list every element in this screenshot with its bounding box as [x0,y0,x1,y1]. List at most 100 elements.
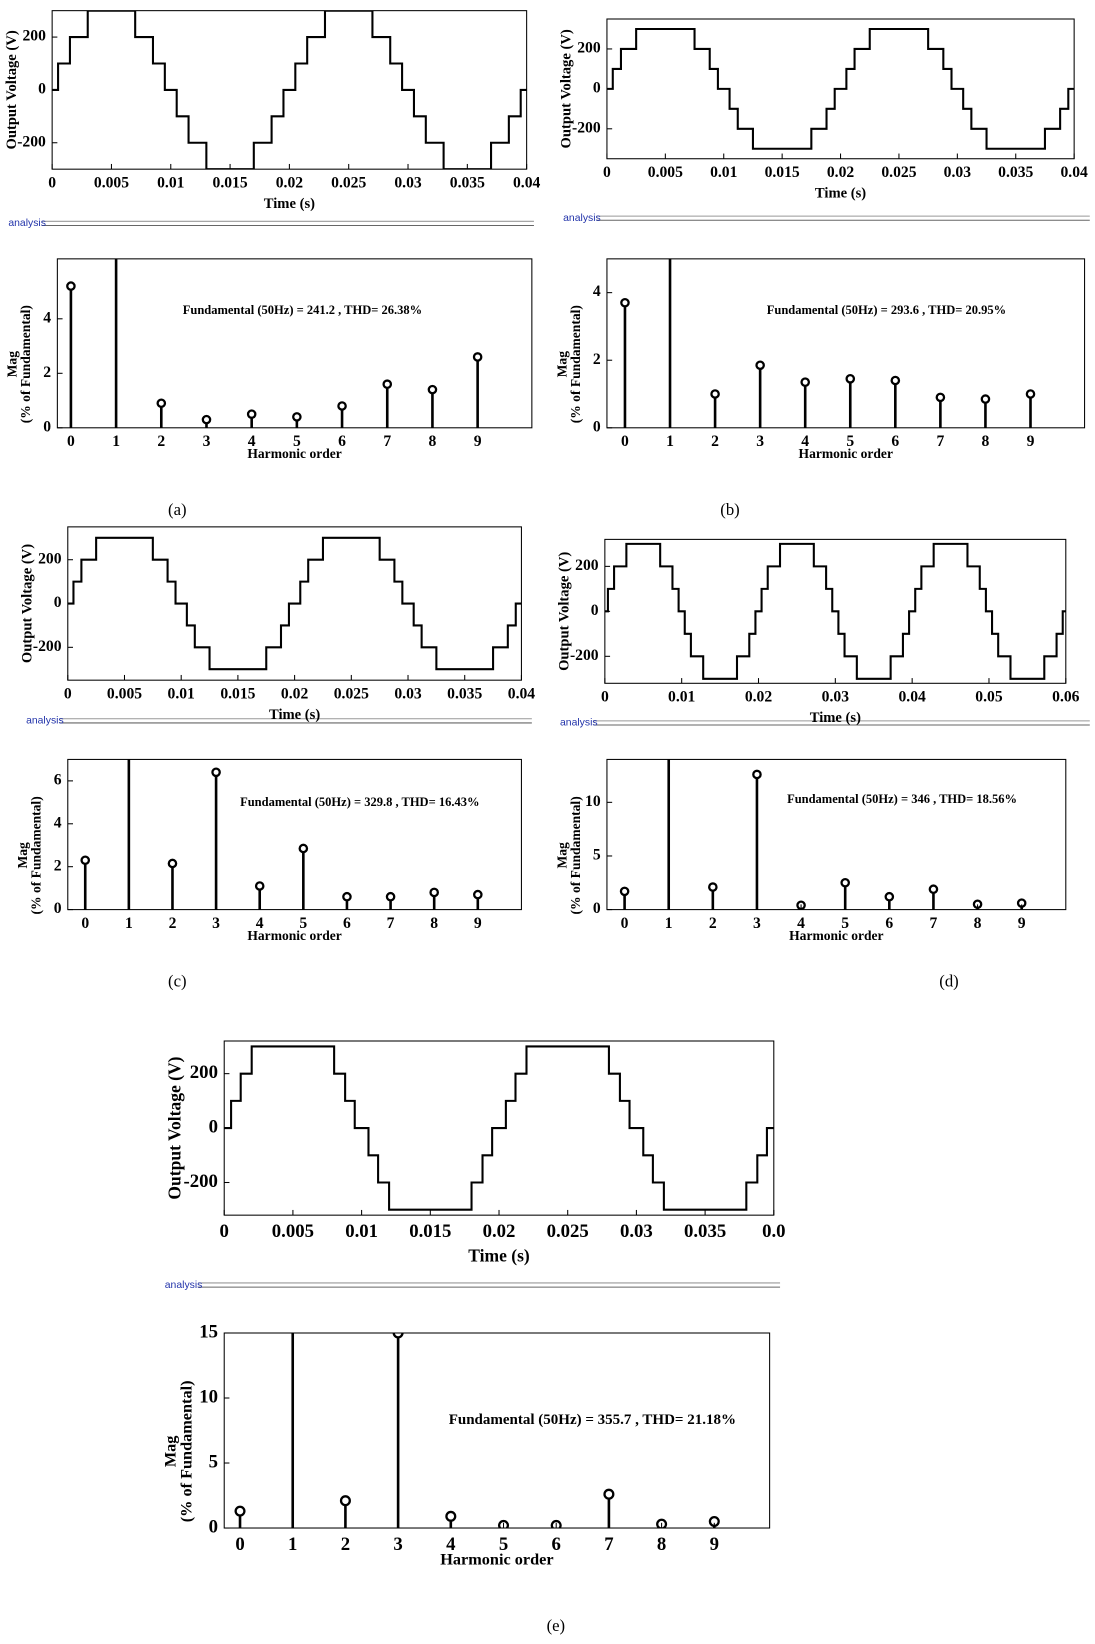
y-tick-label: 2 [593,351,601,368]
stem-marker [928,884,939,895]
y-tick-label: -200 [572,119,601,136]
axes-box [606,258,1086,429]
x-tick-label: 0 [621,915,629,932]
stem-marker [382,379,393,389]
x-tick-label: 0.005 [94,174,129,191]
axes-box [604,538,1067,684]
y-axis-label: Mag [15,842,30,869]
x-tick-label: 5 [846,433,854,450]
x-tick-label: 0.02 [745,688,773,705]
stem-marker [800,377,811,387]
x-tick-label: 0.04 [508,685,536,702]
y-tick-label: 2 [54,857,62,874]
y-tick-label: 0 [43,418,51,435]
y-axis-label: (% of Fundamental) [178,1380,196,1522]
x-tick-label: 5 [299,915,307,932]
waveform [67,536,522,671]
axes-box [67,526,522,681]
stem-marker [710,389,720,399]
y-tick-label: 4 [593,283,601,300]
x-tick-label: 3 [756,433,764,450]
x-tick-label: 0.0 [762,1221,785,1242]
caption: (b) [720,500,739,519]
x-tick-label: 3 [203,433,211,450]
plot-area [52,10,527,170]
stem-marker [884,891,895,902]
stem-marker [66,281,76,291]
x-tick-label: 1 [125,915,133,932]
annotation: Fundamental (50Hz) = 241.2 , THD= 26.38% [183,303,422,317]
x-tick-label: 4 [801,433,809,450]
x-tick-label: 7 [604,1534,613,1555]
x-tick-label: 2 [157,433,165,450]
annotation: Fundamental (50Hz) = 355.7 , THD= 21.18% [449,1412,736,1428]
x-tick-label: 1 [666,433,674,450]
y-tick-label: 5 [593,847,601,864]
x-axis-label: Harmonic order [799,446,893,461]
x-tick-label: 0.04 [898,688,926,705]
y-tick-label: 0 [209,1116,218,1137]
y-axis-label: (% of Fundamental) [29,796,45,914]
x-tick-label: 2 [341,1534,350,1555]
x-tick-label: 0.025 [331,174,366,191]
stem-marker [752,769,762,780]
x-tick-label: 0.005 [648,164,683,181]
y-axis-label: Mag [554,351,569,378]
stem-marker [201,414,212,425]
stem-marker [156,398,167,409]
divider-label: analysis [165,1280,203,1291]
axes-box [223,1040,775,1216]
plot-area [620,258,1036,428]
y-tick-label: 0 [591,602,599,619]
x-tick-label: 7 [930,915,938,932]
x-tick-label: 0.005 [272,1221,314,1242]
x-tick-label: 0.015 [409,1221,451,1242]
x-axis-label: Time (s) [269,707,320,723]
annotation: Fundamental (50Hz) = 329.8 , THD= 16.43% [240,795,479,809]
stem-marker [1025,389,1036,399]
y-tick-label: 2 [43,364,51,381]
axes-box [606,18,1075,160]
x-tick-label: 0.03 [394,174,422,191]
y-axis-label: Output Voltage (V) [20,544,36,663]
stem-marker [385,891,396,902]
stem-marker [429,887,439,898]
caption: (a) [168,500,187,519]
stem-marker [473,889,483,900]
y-tick-label: 0 [54,900,62,917]
divider-label: analysis [8,218,46,229]
x-tick-label: 0.005 [107,685,142,702]
x-axis-label: Time (s) [264,196,315,212]
y-tick-label: 200 [22,28,46,45]
x-tick-label: 1 [665,915,673,932]
x-tick-label: 0.015 [220,685,255,702]
y-tick-label: 10 [199,1386,218,1407]
x-tick-label: 1 [112,433,120,450]
x-tick-label: 0.01 [710,164,737,181]
x-tick-label: 0.04 [513,174,541,191]
x-tick-label: 8 [657,1534,666,1555]
x-tick-label: 0.035 [684,1221,726,1242]
waveform [604,542,1066,680]
x-axis-label: Harmonic order [789,928,883,943]
x-tick-label: 3 [393,1534,402,1555]
y-axis-label: Output Voltage (V) [557,552,573,671]
y-tick-label: 4 [54,814,62,831]
x-tick-label: 0 [220,1221,229,1242]
stem-marker [708,882,718,892]
x-tick-label: 0.01 [157,174,184,191]
y-axis-label: Mag [5,351,20,378]
x-tick-label: 5 [293,433,301,450]
x-tick-label: 7 [383,433,391,450]
x-tick-label: 0.01 [168,685,195,702]
y-axis-label: Output Voltage (V) [559,29,575,148]
caption: (d) [939,971,958,990]
y-axis-label: (% of Fundamental) [18,305,34,423]
y-axis-label: (% of Fundamental) [568,305,584,423]
stem-marker [234,1505,246,1517]
x-tick-label: 6 [338,433,346,450]
x-tick-label: 0.01 [345,1221,378,1242]
x-axis-label: Time (s) [468,1246,530,1266]
x-tick-label: 9 [474,433,482,450]
y-tick-label: 200 [577,40,601,57]
